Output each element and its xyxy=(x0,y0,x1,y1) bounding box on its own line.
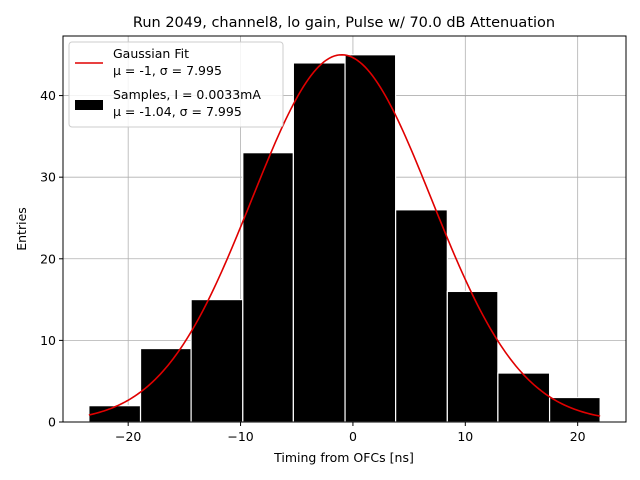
x-tick-label: 10 xyxy=(457,429,473,444)
x-tick-label: 20 xyxy=(570,429,586,444)
x-axis-ticks: −20 −10 0 10 20 xyxy=(115,422,586,444)
legend: Gaussian Fit μ = -1, σ = 7.995 Samples, … xyxy=(68,41,284,128)
histogram-bar xyxy=(395,209,448,423)
histogram-bar xyxy=(497,372,551,423)
histogram-bar xyxy=(242,152,294,423)
histogram-bars xyxy=(88,54,601,423)
x-tick-label: −10 xyxy=(227,429,253,444)
y-axis-label: Entries xyxy=(14,207,29,251)
legend-fit-label: Gaussian Fit xyxy=(113,46,189,61)
legend-box xyxy=(68,41,284,128)
legend-fit-params: μ = -1, σ = 7.995 xyxy=(113,63,222,78)
y-tick-label: 10 xyxy=(40,333,56,348)
histogram-bar xyxy=(292,62,346,423)
plot-frame xyxy=(62,35,627,423)
legend-histogram-label: Samples, I = 0.0033mA xyxy=(113,87,261,102)
y-tick-label: 30 xyxy=(40,170,56,185)
chart-title: Run 2049, channel8, lo gain, Pulse w/ 70… xyxy=(133,15,555,31)
x-axis-label: Timing from OFCs [ns] xyxy=(273,450,414,465)
legend-histogram-params: μ = -1.04, σ = 7.995 xyxy=(113,104,242,119)
x-tick-label: −20 xyxy=(115,429,141,444)
legend-histogram-swatch xyxy=(75,100,103,110)
y-tick-label: 40 xyxy=(40,88,56,103)
y-tick-label: 20 xyxy=(40,251,56,266)
histogram-bar xyxy=(344,54,397,423)
gaussian-fit-curve xyxy=(88,53,601,417)
histogram-bar xyxy=(446,290,499,423)
y-axis-ticks: 0 10 20 30 40 xyxy=(40,88,63,430)
x-tick-label: 0 xyxy=(349,429,357,444)
y-tick-label: 0 xyxy=(48,415,56,430)
